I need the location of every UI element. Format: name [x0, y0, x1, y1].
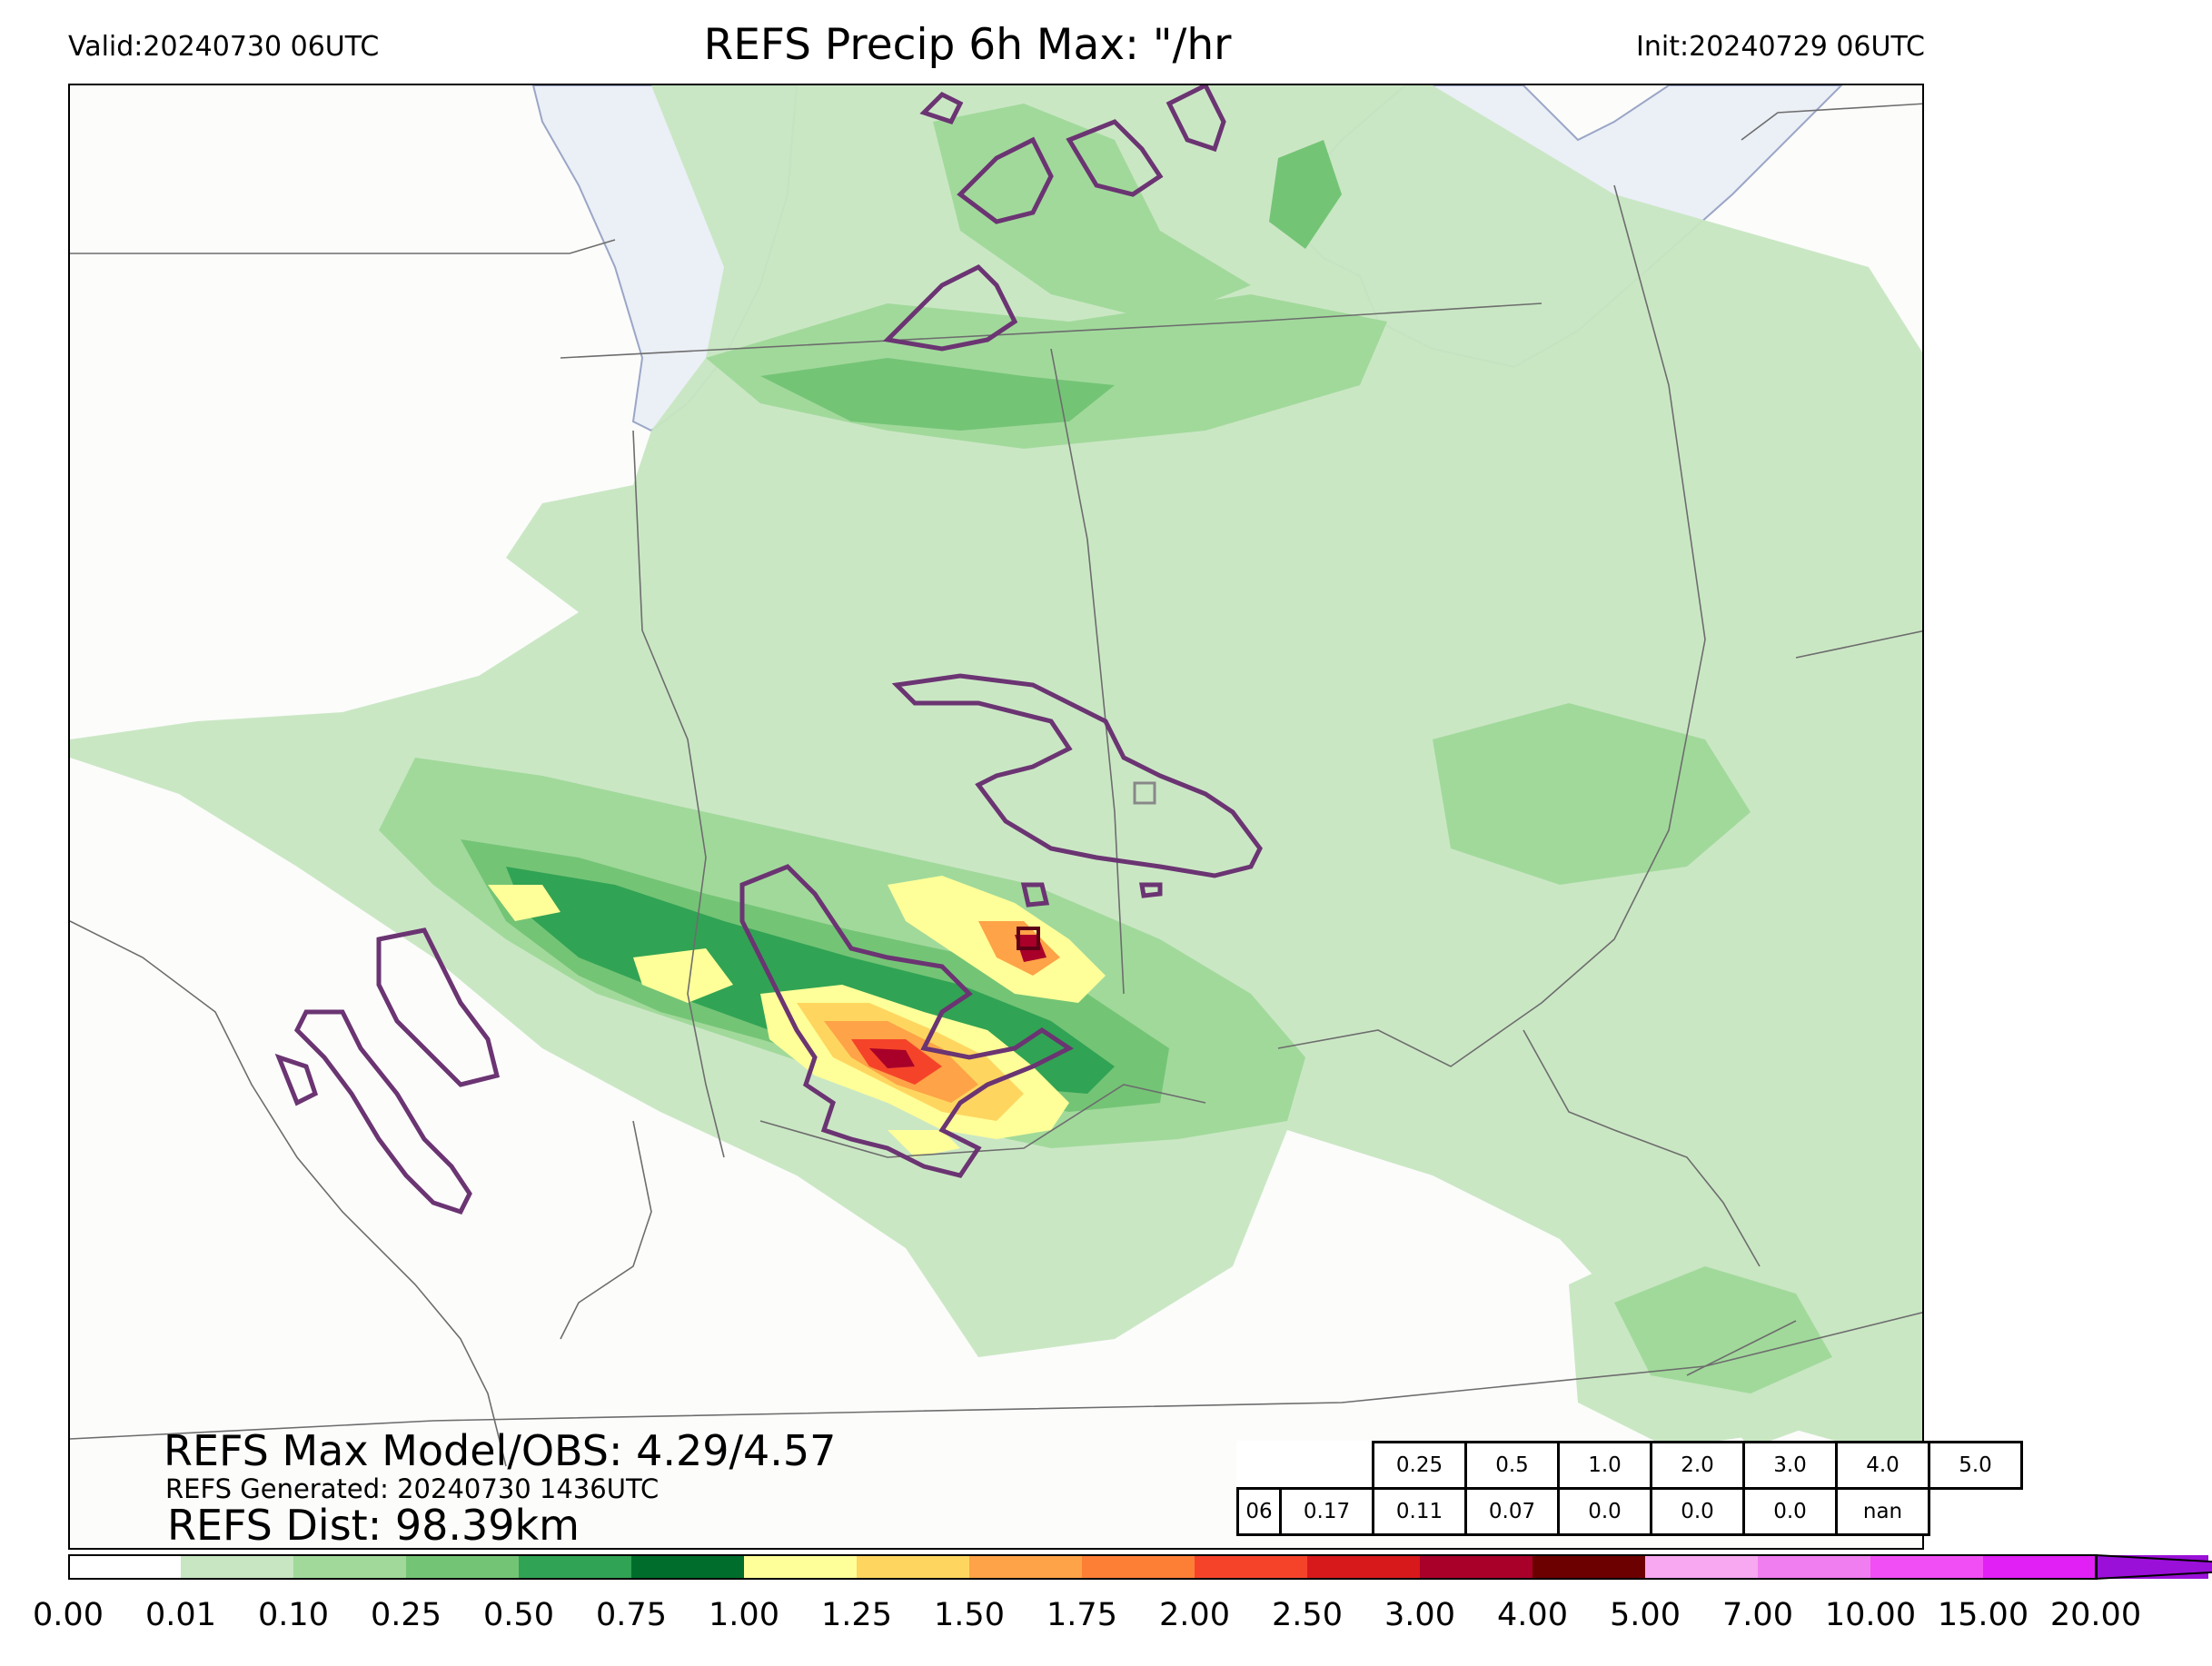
watch-contours: [274, 85, 1263, 1215]
boundaries: [70, 103, 1922, 1467]
colorbar-segment: [293, 1555, 406, 1579]
forecast-hour: 06: [1236, 1487, 1282, 1536]
threshold-value: nan: [1835, 1487, 1930, 1536]
obs-station-marker: [1017, 927, 1040, 950]
colorbar-segment: [68, 1555, 181, 1579]
reference-station-marker: [1133, 781, 1156, 805]
threshold-header: 4.0: [1835, 1441, 1930, 1490]
threshold-header: 5.0: [1928, 1441, 2023, 1490]
threshold-header: 3.0: [1742, 1441, 1838, 1490]
colorbar-tick-label: 1.25: [821, 1597, 892, 1633]
map-title: REFS Precip 6h Max: "/hr: [703, 20, 1232, 70]
generated-time: REFS Generated: 20240730 1436UTC: [165, 1473, 660, 1504]
colorbar-tick-label: 0.00: [33, 1597, 104, 1633]
precip-core: [488, 876, 1106, 1157]
threshold-value: 0.11: [1372, 1487, 1467, 1536]
colorbar-tick-label: 0.50: [483, 1597, 554, 1633]
colorbar-tick-label: 2.00: [1159, 1597, 1230, 1633]
threshold-value: 0.0: [1557, 1487, 1652, 1536]
threshold-header: 2.0: [1650, 1441, 1745, 1490]
colorbar-tick-label: 3.00: [1384, 1597, 1455, 1633]
threshold-table: 0.25 0.5 1.0 2.0 3.0 4.0 5.0 06 0.17 0.1…: [1236, 1441, 2023, 1536]
valid-time: Valid:20240730 06UTC: [68, 31, 380, 63]
colorbar-segment: [1983, 1555, 2096, 1579]
colorbar-tick-label: 0.10: [258, 1597, 329, 1633]
threshold-value: 0.17: [1279, 1487, 1374, 1536]
colorbar-tick-label: 7.00: [1722, 1597, 1793, 1633]
colorbar-tick-label: 4.00: [1497, 1597, 1568, 1633]
colorbar-segment: [1758, 1555, 1870, 1579]
table-corner: [1281, 1443, 1374, 1489]
threshold-header: 0.5: [1464, 1441, 1560, 1490]
colorbar-segment: [406, 1555, 519, 1579]
colorbar-segment: [631, 1555, 744, 1579]
colorbar-outline: [68, 1554, 2098, 1580]
colorbar-segment: [857, 1555, 969, 1579]
init-time: Init:20240729 06UTC: [1636, 31, 1925, 63]
colorbar-segment: [1420, 1555, 1533, 1579]
colorbar-segment: [1307, 1555, 1420, 1579]
threshold-header-row: 0.25 0.5 1.0 2.0 3.0 4.0 5.0: [1238, 1441, 2023, 1490]
threshold-value: 0.0: [1650, 1487, 1745, 1536]
threshold-header: 1.0: [1557, 1441, 1652, 1490]
table-corner: [1238, 1443, 1281, 1489]
colorbar-tick-label: 1.50: [934, 1597, 1005, 1633]
colorbar-tick-label: 2.50: [1272, 1597, 1343, 1633]
colorbar-tick-label: 1.75: [1046, 1597, 1117, 1633]
colorbar-tick-label: 15.00: [1937, 1597, 2029, 1633]
colorbar-segment: [744, 1555, 857, 1579]
colorbar-segment: [1870, 1555, 1983, 1579]
threshold-value-row: 06 0.17 0.11 0.07 0.0 0.0 0.0 nan: [1236, 1487, 2022, 1536]
colorbar-tick-label: 10.00: [1824, 1597, 1917, 1633]
colorbar-segment: [1195, 1555, 1307, 1579]
colorbar-segment: [969, 1555, 1082, 1579]
threshold-value: 0.0: [1742, 1487, 1838, 1536]
colorbar-segment: [1082, 1555, 1195, 1579]
colorbar-tick-label: 0.01: [145, 1597, 216, 1633]
colorbar-segment: [1645, 1555, 1758, 1579]
max-model-obs: REFS Max Model/OBS: 4.29/4.57: [164, 1426, 837, 1475]
colorbar-tick-label: 1.00: [709, 1597, 779, 1633]
colorbar-tick-label: 5.00: [1610, 1597, 1681, 1633]
threshold-value: 0.07: [1464, 1487, 1560, 1536]
colorbar-segment: [519, 1555, 631, 1579]
colorbar-tick-label: 0.25: [371, 1597, 441, 1633]
colorbar-tick-label: 20.00: [2049, 1597, 2142, 1633]
precip-map: [68, 84, 1924, 1550]
colorbar-segment: [181, 1555, 293, 1579]
distance-readout: REFS Dist: 98.39km: [167, 1501, 580, 1550]
colorbar-tick-label: 0.75: [596, 1597, 667, 1633]
map-canvas: [70, 85, 1922, 1467]
colorbar: [68, 1553, 2212, 1581]
colorbar-segment: [1533, 1555, 1645, 1579]
threshold-header: 0.25: [1372, 1441, 1467, 1490]
